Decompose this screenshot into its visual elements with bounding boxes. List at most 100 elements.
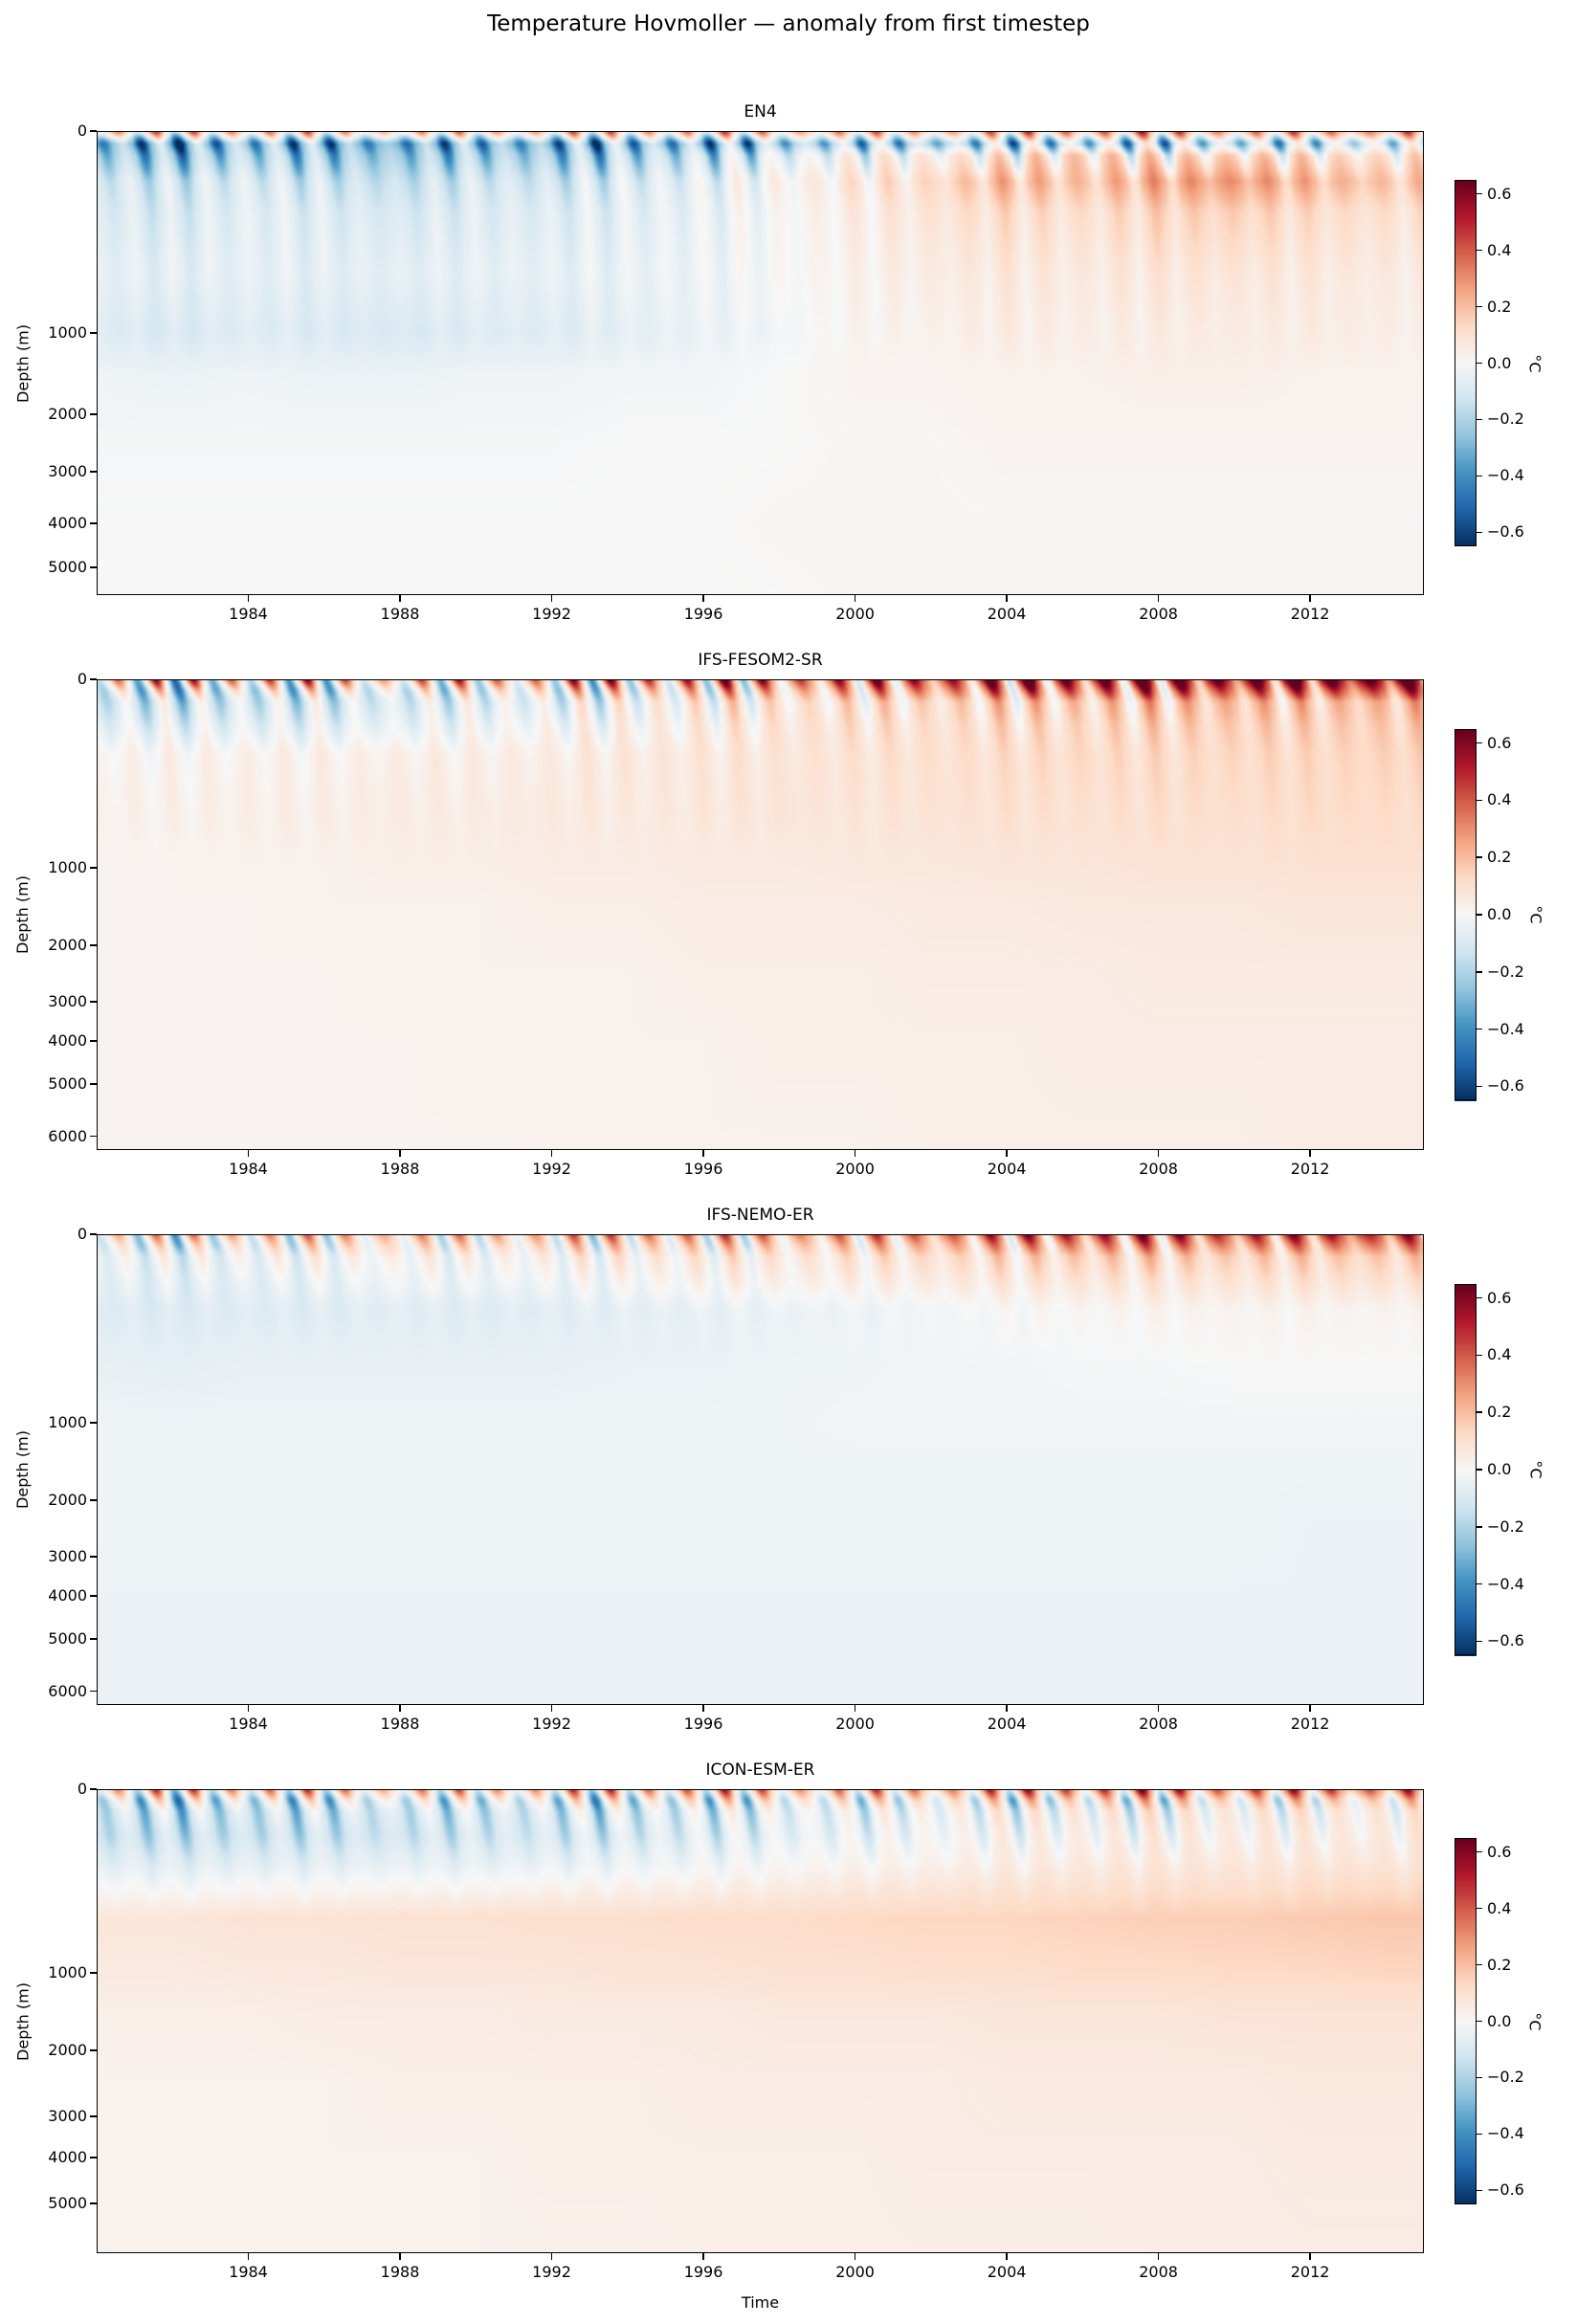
y-axis-label: Depth (m) [13,323,32,403]
colorbar-tick-mark [1477,2020,1482,2023]
y-tick-mark [90,1690,97,1693]
colorbar-tick-label: 0.2 [1487,1955,1512,1974]
y-tick-mark [90,1135,97,1138]
colorbar [1455,728,1477,1101]
x-tick-mark [550,1705,553,1712]
y-tick-mark [90,2157,97,2158]
colorbar-tick-mark [1477,2189,1482,2192]
y-tick-label: 5000 [48,1629,87,1649]
colorbar-tick-label: 0.2 [1487,297,1512,316]
y-tick-label: 1000 [48,1412,87,1431]
y-tick-label: 4000 [48,513,87,532]
colorbar-tick-label: 0.6 [1487,1288,1512,1307]
x-tick-mark [399,595,401,602]
x-tick-mark [247,595,250,602]
y-tick-mark [90,332,97,334]
colorbar-tick-mark [1477,1907,1482,1910]
x-tick-label: 2000 [835,1715,875,1733]
x-tick-mark [1006,2253,1008,2260]
x-tick-mark [550,595,553,602]
colorbar-tick-label: −0.2 [1487,962,1524,981]
subplot-title: IFS-FESOM2-SR [698,651,823,670]
colorbar-tick-mark [1477,362,1482,365]
subplot-title: IFS-NEMO-ER [706,1206,814,1225]
colorbar-tick-mark [1477,1850,1482,1853]
x-tick-mark [854,1150,856,1157]
colorbar-tick-label: 0.6 [1487,184,1512,203]
x-tick-label: 1992 [532,1160,571,1178]
colorbar [1455,1283,1477,1656]
x-tick-mark [247,1150,250,1157]
y-tick-mark [90,678,97,680]
y-tick-mark [90,1499,97,1501]
y-tick-mark [90,1422,97,1424]
colorbar-tick-mark [1477,531,1482,534]
colorbar-tick-mark [1477,799,1482,802]
x-tick-label: 1984 [229,1160,268,1178]
colorbar-tick-label: −0.2 [1487,409,1524,429]
y-tick-label: 1000 [48,1963,87,1982]
x-tick-label: 1984 [229,605,268,623]
colorbar-tick-mark [1477,249,1482,252]
x-tick-mark [702,595,704,602]
x-tick-label: 1992 [532,2263,571,2281]
y-tick-mark [90,1083,97,1085]
x-tick-label: 1988 [380,605,420,623]
x-tick-mark [1309,1705,1311,1712]
y-tick-label: 2000 [48,1490,87,1509]
colorbar-unit-label: °C [1525,353,1544,373]
colorbar-tick-mark [1477,1028,1482,1030]
colorbar-tick-label: 0.0 [1487,1460,1512,1478]
y-tick-mark [90,2049,97,2051]
x-tick-mark [1309,595,1311,602]
colorbar-tick-label: 0.6 [1487,733,1512,752]
x-tick-label: 1988 [380,1160,420,1178]
y-tick-label: 0 [77,122,87,140]
x-tick-mark [550,1150,553,1157]
colorbar-tick-label: −0.6 [1487,522,1524,542]
y-tick-label: 2000 [48,935,87,954]
colorbar-unit-label: °C [1525,1460,1544,1479]
y-tick-label: 4000 [48,2148,87,2167]
colorbar-tick-label: 0.2 [1487,1403,1512,1422]
x-tick-mark [702,1150,704,1157]
x-tick-label: 2004 [987,605,1027,623]
colorbar-tick-label: −0.4 [1487,1019,1524,1038]
colorbar-tick-label: −0.2 [1487,2068,1524,2087]
x-axis-label: Time [741,2293,780,2312]
colorbar-tick-label: 0.6 [1487,1842,1512,1861]
x-tick-mark [399,2253,401,2260]
y-tick-label: 5000 [48,1074,87,1094]
y-tick-label: 3000 [48,461,87,480]
y-tick-mark [90,1233,97,1235]
y-axis-label: Depth (m) [13,1430,32,1509]
x-tick-label: 1996 [683,2263,723,2281]
x-tick-mark [854,1705,856,1712]
colorbar-tick-mark [1477,1354,1482,1357]
heatmap-ICON-ESM-ER [97,1789,1424,2253]
colorbar-tick-label: −0.4 [1487,466,1524,485]
y-tick-mark [90,1040,97,1042]
x-tick-label: 2008 [1139,605,1178,623]
y-axis-label: Depth (m) [13,875,32,954]
x-tick-label: 2000 [835,2263,875,2281]
heatmap-IFS-NEMO-ER [97,1234,1424,1705]
y-tick-label: 3000 [48,2106,87,2125]
x-tick-label: 2008 [1139,2263,1178,2281]
y-tick-mark [90,944,97,946]
x-tick-label: 2012 [1290,605,1330,623]
y-tick-label: 1000 [48,322,87,342]
y-tick-mark [90,1788,97,1790]
colorbar-tick-label: 0.4 [1487,790,1512,809]
colorbar-tick-label: 0.0 [1487,353,1512,372]
y-tick-mark [90,1638,97,1640]
colorbar-tick-mark [1477,1640,1482,1643]
x-tick-mark [1309,1150,1311,1157]
y-tick-mark [90,566,97,568]
colorbar-tick-label: −0.2 [1487,1516,1524,1536]
colorbar-tick-label: 0.0 [1487,905,1512,923]
x-tick-label: 1996 [683,1160,723,1178]
x-tick-label: 1988 [380,2263,420,2281]
x-tick-label: 1992 [532,1715,571,1733]
x-tick-label: 2012 [1290,2263,1330,2281]
